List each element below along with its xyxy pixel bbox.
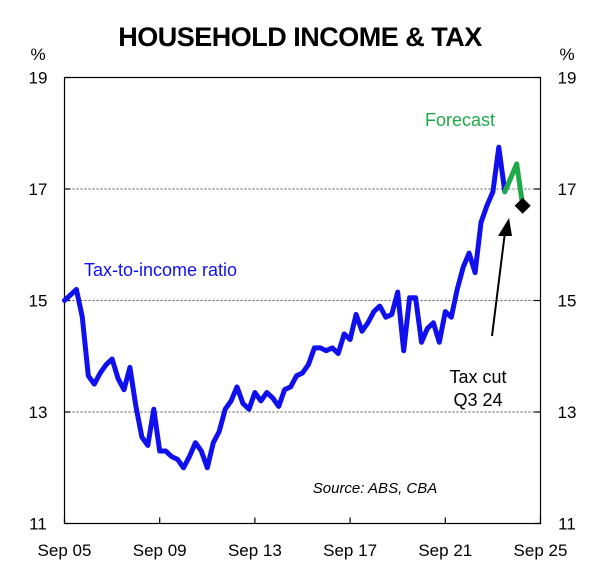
y-unit-right: % (559, 45, 574, 64)
y-tick-label-left-17: 17 (29, 180, 48, 199)
y-tick-label-left-15: 15 (29, 292, 48, 311)
tax-cut-arrow-shaft (491, 231, 506, 337)
series-label-tax-ratio: Tax-to-income ratio (84, 260, 237, 280)
y-tick-label-left-13: 13 (29, 403, 48, 422)
source-note: Source: ABS, CBA (313, 480, 438, 497)
y-tick-label-left-19: 19 (29, 69, 48, 88)
y-tick-label-right-15: 15 (558, 292, 577, 311)
series-line-tax-ratio (62, 144, 508, 471)
tax-cut-arrow-head (498, 218, 512, 236)
y-axis-ticks: 11 11 13 13 15 15 17 17 19 19 (29, 69, 577, 534)
y-tick-label-right-17: 17 (558, 180, 577, 199)
chart-title: HOUSEHOLD INCOME & TAX (118, 22, 482, 52)
x-tick-label-5: Sep 25 (514, 541, 568, 560)
x-tick-label-4: Sep 21 (418, 541, 472, 560)
y-tick-label-right-11: 11 (558, 515, 576, 534)
tax-cut-marker (514, 197, 531, 214)
x-tick-label-2: Sep 13 (228, 541, 282, 560)
y-tick-label-left-11: 11 (29, 515, 47, 534)
forecast-label: Forecast (425, 110, 495, 130)
tax-cut-label-line1: Tax cut (449, 367, 506, 387)
series-line-forecast (502, 161, 526, 209)
x-tick-label-3: Sep 17 (323, 541, 377, 560)
y-unit-left: % (30, 45, 45, 64)
x-axis-ticks: Sep 05 Sep 09 Sep 13 Sep 17 Sep 21 Sep 25 (38, 517, 568, 560)
y-tick-label-right-19: 19 (558, 69, 577, 88)
series-lines (62, 144, 531, 471)
x-tick-label-1: Sep 09 (133, 541, 187, 560)
grid-lines (64, 188, 541, 413)
y-tick-label-right-13: 13 (558, 403, 577, 422)
x-tick-label-0: Sep 05 (38, 541, 92, 560)
tax-cut-label-line2: Q3 24 (453, 390, 502, 410)
